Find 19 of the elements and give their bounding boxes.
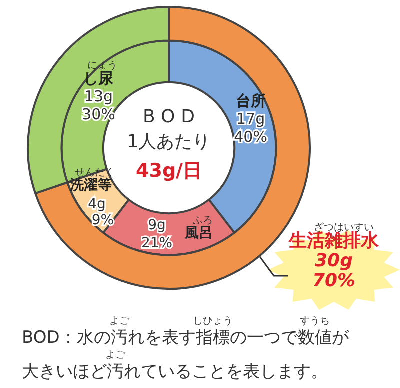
text: BOD bbox=[142, 106, 202, 128]
text: よご bbox=[109, 316, 130, 328]
text: 大きいほど汚れていることを表します。 bbox=[22, 362, 328, 382]
text: よご bbox=[106, 350, 126, 362]
data-label: 9g 21% bbox=[141, 218, 173, 252]
slice-label: 洗濯等 bbox=[69, 178, 112, 194]
text: BOD：水の汚れを表す指標の一つで数値が bbox=[22, 328, 349, 348]
slice-label: し尿 bbox=[84, 70, 115, 88]
text: しひょう bbox=[192, 316, 233, 328]
data-label: 30g 70% bbox=[312, 250, 356, 292]
text: ふろ bbox=[192, 216, 213, 227]
slice-label: 風呂 bbox=[184, 226, 213, 242]
text: 1人あたり bbox=[127, 132, 211, 153]
text: すうち bbox=[300, 316, 330, 328]
data-label: 17g 40% bbox=[234, 110, 268, 146]
text: 43g/日 bbox=[136, 160, 202, 182]
data-label: 4g 9% bbox=[88, 196, 114, 229]
slice-label: 台所 bbox=[236, 92, 266, 110]
slice-label: 生活雑排水 bbox=[288, 230, 380, 252]
